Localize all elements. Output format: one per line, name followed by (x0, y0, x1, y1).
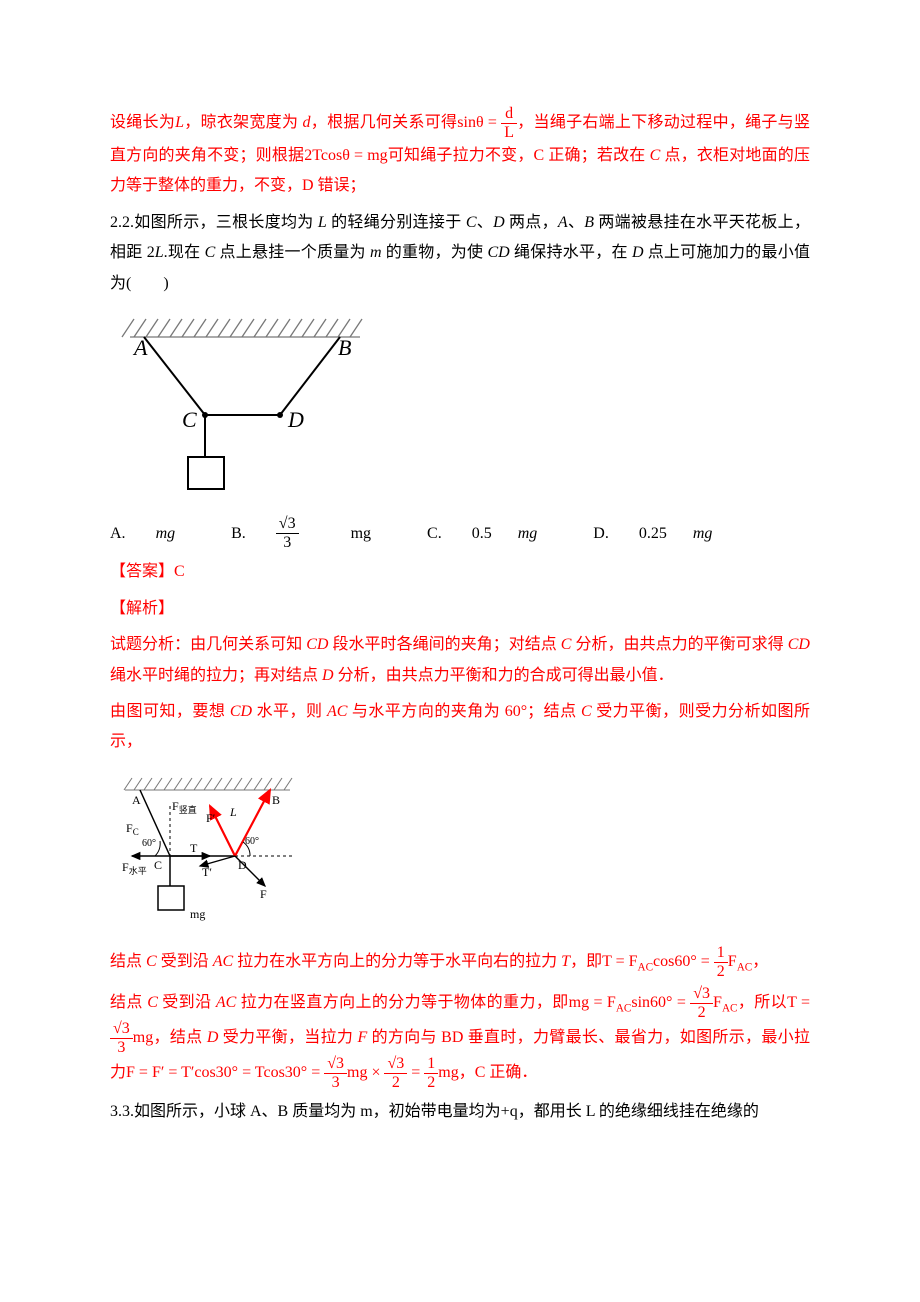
var-C2: C (581, 703, 592, 720)
text: 分析，由共点力的平衡可求得 (571, 636, 787, 653)
diagram-svg: A B C D (110, 307, 370, 497)
lbl-T: T (190, 841, 198, 855)
denominator: L (501, 124, 517, 141)
label-C: C (182, 407, 197, 432)
var-CD2: CD (788, 636, 810, 653)
lbl-60a: 60° (142, 838, 156, 849)
choice-A: A. mg (110, 525, 201, 542)
text: 绳水平时绳的拉力；再对结点 (110, 667, 322, 684)
label-A: A (132, 335, 148, 360)
qnum: 2.2. (110, 214, 134, 231)
lbl-C: C (154, 858, 162, 872)
text: ，晾衣架宽度为 (184, 114, 303, 131)
var-AC: AC (327, 703, 347, 720)
text: 如图所示，小球 A、B 质量均为 m，初始带电量均为+q，都用长 L 的绝缘细线… (134, 1103, 759, 1120)
text: .现在 (164, 244, 205, 261)
lbl-60b: 60° (245, 836, 259, 847)
formula: 2Tcosθ = mg (304, 147, 387, 164)
var-B: B (584, 214, 594, 231)
prev-solution-para: 设绳长为L，晾衣架宽度为 d，根据几何关系可得sinθ = dL，当绳子右端上下… (110, 106, 810, 202)
text: 如图所示，三根长度均为 (134, 214, 318, 231)
lbl-Fprime: F′ (206, 811, 216, 825)
var-C: C (561, 636, 572, 653)
choice-D: D. 0.25mg (593, 525, 738, 542)
var-D: D (322, 667, 334, 684)
text: 可知绳子拉力不变，C 正确；若改在 (388, 147, 650, 164)
lbl-Tprime: T′ (202, 865, 212, 879)
var-CD: CD (306, 636, 328, 653)
text: 段水平时各绳间的夹角；对结点 (328, 636, 560, 653)
solution-p2: 结点 C 受到沿 AC 拉力在竖直方向上的分力等于物体的重力，即mg = FAC… (110, 986, 810, 1091)
text: 水平，则 (252, 703, 327, 720)
formula: sinθ = (457, 114, 501, 131)
text: 的轻绳分别连接于 (327, 214, 466, 231)
lbl-mg: mg (190, 907, 205, 921)
lbl-L: L (229, 805, 237, 819)
choice-B: B. √33mg (231, 525, 397, 542)
var-C: C (650, 147, 661, 164)
label: 【解析】 (110, 600, 174, 617)
choice-C: C. 0.5mg (427, 525, 563, 542)
var-CD3: CD (230, 703, 252, 720)
text: 试题分析：由几何关系可知 (110, 636, 306, 653)
text: 由图可知，要想 (110, 703, 230, 720)
force-svg: A B FC F竖直 F′ L 60° 60° T C T′ D F水平 F m… (110, 766, 310, 926)
lbl-A: A (132, 793, 141, 807)
svg-text:F竖直: F竖直 (172, 799, 197, 815)
var-D: D (493, 214, 505, 231)
fraction: dL (501, 106, 517, 141)
answer-label: 【答案】 (110, 563, 174, 580)
explanation-label: 【解析】 (110, 594, 810, 624)
text: 的重物，为使 (382, 244, 488, 261)
var-D2: D (632, 244, 644, 261)
solution-p1: 结点 C 受到沿 AC 拉力在水平方向上的分力等于水平向右的拉力 T，即T = … (110, 945, 810, 980)
explanation-p1: 试题分析：由几何关系可知 CD 段水平时各绳间的夹角；对结点 C 分析，由共点力… (110, 630, 810, 691)
qnum: 3.3. (110, 1103, 134, 1120)
figure-q2: A B C D (110, 307, 810, 508)
text: 绳保持水平，在 (510, 244, 632, 261)
label-B: B (338, 335, 351, 360)
text: 两点， (505, 214, 558, 231)
text: 分析，由共点力平衡和力的合成可得出最小值． (334, 667, 674, 684)
lbl-B: B (272, 793, 280, 807)
question-3-stem: 3.3.如图所示，小球 A、B 质量均为 m，初始带电量均为+q，都用长 L 的… (110, 1097, 810, 1127)
answer-line: 【答案】C (110, 557, 810, 587)
text: 与水平方向的夹角为 60°；结点 (347, 703, 581, 720)
svg-text:FC: FC (126, 821, 139, 837)
var-L: L (175, 114, 184, 131)
label-D: D (287, 407, 304, 432)
question-2-stem: 2.2.如图所示，三根长度均为 L 的轻绳分别连接于 C、D 两点，A、B 两端… (110, 208, 810, 299)
var-C2: C (205, 244, 216, 261)
text: 设绳长为 (110, 114, 175, 131)
var-L: L (318, 214, 327, 231)
svg-text:F水平: F水平 (122, 860, 147, 876)
explanation-p2: 由图可知，要想 CD 水平，则 AC 与水平方向的夹角为 60°；结点 C 受力… (110, 697, 810, 758)
var-m: m (370, 244, 382, 261)
numerator: d (501, 106, 517, 124)
var-A: A (558, 214, 568, 231)
lbl-F: F (260, 887, 267, 901)
lbl-D: D (238, 858, 247, 872)
var-d: d (303, 114, 311, 131)
text: ，根据几何关系可得 (311, 114, 458, 131)
figure-force: A B FC F竖直 F′ L 60° 60° T C T′ D F水平 F m… (110, 766, 810, 937)
text: 点上悬挂一个质量为 (215, 244, 370, 261)
var-C: C (466, 214, 477, 231)
var-CD: CD (488, 244, 510, 261)
answer-value: C (174, 563, 185, 580)
var-L2: L (155, 244, 164, 261)
answer-choices: A. mg B. √33mg C. 0.5mg D. 0.25mg (110, 516, 810, 551)
